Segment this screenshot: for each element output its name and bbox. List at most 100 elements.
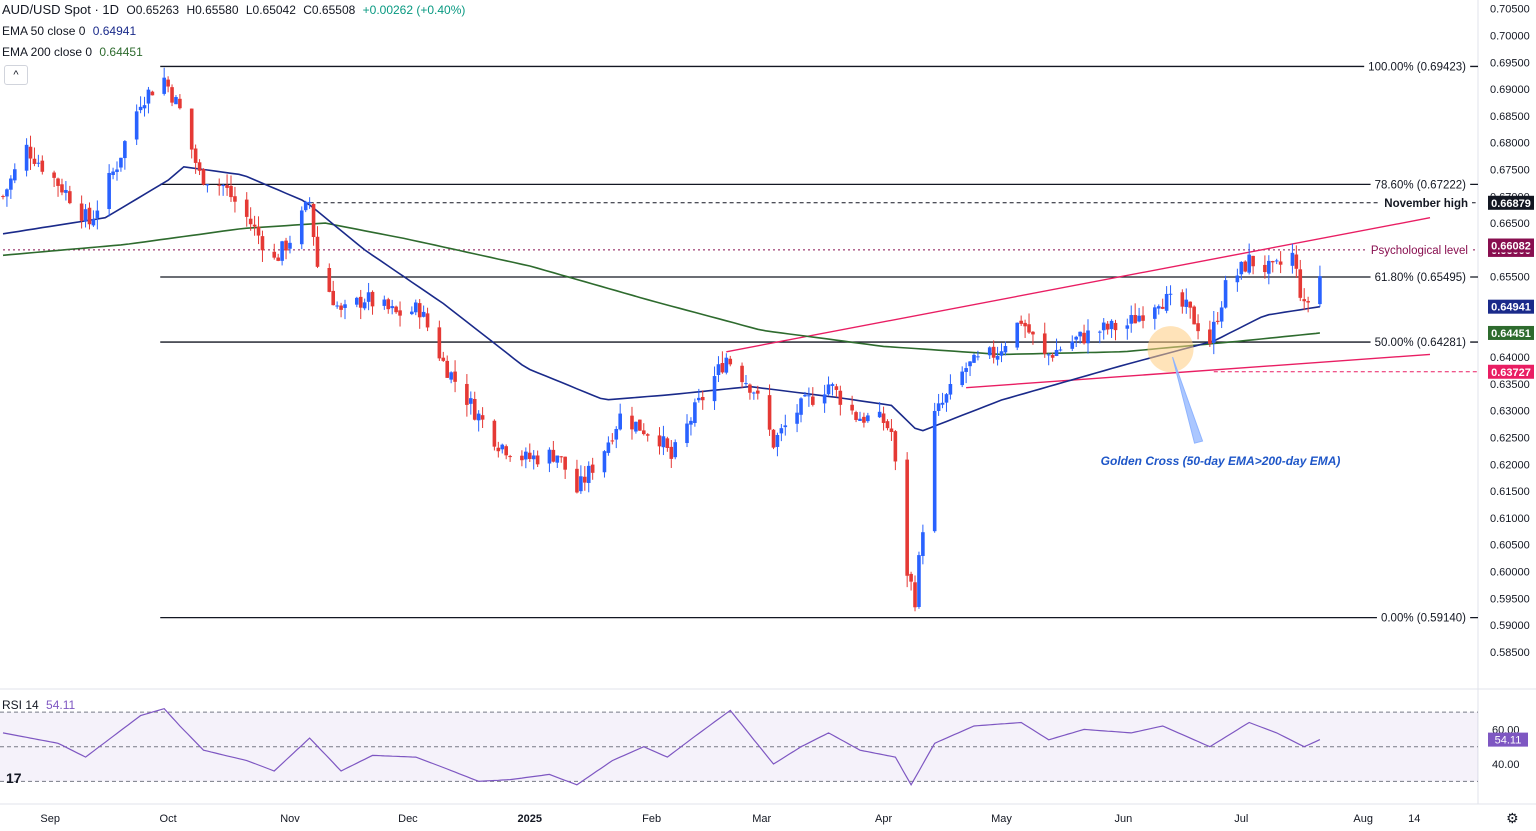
candle-body xyxy=(877,411,882,418)
candle-body xyxy=(315,236,320,267)
candle-body xyxy=(327,268,332,292)
candle-body xyxy=(893,431,898,462)
candle-body xyxy=(170,87,174,103)
candle-body xyxy=(932,410,937,532)
candle-body xyxy=(1046,354,1051,356)
candle-body xyxy=(700,396,705,401)
candle-body xyxy=(1196,323,1200,332)
candle-body xyxy=(248,218,253,225)
candle-body xyxy=(881,413,886,423)
candle-body xyxy=(964,368,968,372)
candle-body xyxy=(657,435,662,447)
candle-body xyxy=(661,436,666,448)
price-tick-label: 0.70000 xyxy=(1490,30,1530,42)
candle-body xyxy=(123,141,127,159)
candle-body xyxy=(1180,292,1185,307)
candle-body xyxy=(1306,301,1310,303)
time-tick-label: Aug xyxy=(1353,813,1373,825)
candle-body xyxy=(693,402,697,424)
candle-body xyxy=(905,459,909,576)
rsi-badge-text: 54.11 xyxy=(1495,735,1522,747)
open-value: O0.65263 xyxy=(126,3,180,17)
candle-body xyxy=(150,91,155,96)
candle-body xyxy=(1141,315,1145,321)
tradingview-logo-icon[interactable]: 17 xyxy=(6,770,22,786)
ema50-line xyxy=(2,165,1321,432)
level-label-bg xyxy=(1370,270,1471,285)
candle-body xyxy=(1168,293,1173,295)
candle-body xyxy=(331,290,336,306)
gear-icon[interactable]: ⚙ xyxy=(1506,810,1519,826)
candle-body xyxy=(1031,331,1035,335)
candle-body xyxy=(610,440,615,442)
candle-body xyxy=(767,395,772,430)
candle-body xyxy=(1215,320,1220,322)
candle-body xyxy=(119,157,123,168)
price-tick-label: 0.66500 xyxy=(1490,218,1530,230)
candle-body xyxy=(889,428,894,432)
ema50-label: EMA 50 close 0 xyxy=(2,24,86,38)
candle-body xyxy=(284,240,288,251)
ema200-value: 0.64451 xyxy=(99,45,143,59)
price-badge-text: 0.66082 xyxy=(1491,241,1531,253)
candle-body xyxy=(634,421,638,432)
ema50-legend[interactable]: EMA 50 close 0 0.64941 xyxy=(2,24,136,38)
candle-body xyxy=(260,236,265,251)
candle-body xyxy=(921,532,925,556)
candle-body xyxy=(1133,314,1137,324)
candle-body xyxy=(1,196,5,198)
candle-body xyxy=(299,210,304,245)
level-label-bg xyxy=(1380,196,1472,211)
grid-layer xyxy=(0,0,1536,805)
rsi-legend[interactable]: RSI 14 54.11 xyxy=(2,698,75,712)
candle-body xyxy=(500,444,505,450)
candle-body xyxy=(252,224,257,227)
candle-body xyxy=(1298,269,1303,298)
candle-body xyxy=(398,310,402,316)
candle-body xyxy=(720,363,725,373)
candle-body xyxy=(909,573,913,582)
price-badge-text: 0.66879 xyxy=(1491,198,1531,210)
candle-body xyxy=(469,398,473,404)
price-tick-label: 0.64000 xyxy=(1490,352,1530,364)
candle-body xyxy=(64,189,68,193)
candle-body xyxy=(854,412,858,420)
time-tick-label: Sep xyxy=(40,813,60,825)
candle-body xyxy=(417,303,422,318)
candle-body xyxy=(40,160,45,172)
candle-body xyxy=(1097,331,1102,333)
rsi-label: RSI 14 xyxy=(2,698,39,712)
candle-body xyxy=(862,416,866,423)
candle-body xyxy=(1058,349,1063,351)
ema200-legend[interactable]: EMA 200 close 0 0.64451 xyxy=(2,45,143,59)
chevron-up-icon[interactable]: ^ xyxy=(4,65,28,85)
candle-body xyxy=(107,172,111,210)
candle-body xyxy=(948,383,953,395)
candle-body xyxy=(830,384,835,386)
price-tick-label: 0.60000 xyxy=(1490,567,1530,579)
level-label-bg xyxy=(1366,243,1472,258)
candlestick-series[interactable] xyxy=(1,67,1322,612)
candle-body xyxy=(960,371,964,386)
candle-body xyxy=(520,455,524,461)
symbol-title[interactable]: AUD/USD Spot · 1D xyxy=(2,2,120,17)
candle-body xyxy=(1015,322,1020,348)
level-label: 61.80% (0.65495) xyxy=(1375,272,1467,284)
candle-body xyxy=(551,449,556,462)
rsi-pane[interactable] xyxy=(0,708,1478,787)
candle-body xyxy=(669,446,674,459)
candle-body xyxy=(1247,254,1251,273)
candle-body xyxy=(838,390,843,405)
candle-body xyxy=(60,184,64,193)
golden-cross-annotation: Golden Cross (50-day EMA>200-day EMA) xyxy=(1101,326,1340,468)
candle-body xyxy=(822,394,827,404)
candle-body xyxy=(618,413,622,430)
candle-body xyxy=(799,398,803,415)
candle-body xyxy=(217,184,222,186)
candle-body xyxy=(858,418,862,421)
candle-body xyxy=(1274,260,1279,262)
candle-body xyxy=(229,185,233,198)
change-value: +0.00262 (+0.40%) xyxy=(362,3,466,17)
ema200-line xyxy=(2,222,1321,356)
